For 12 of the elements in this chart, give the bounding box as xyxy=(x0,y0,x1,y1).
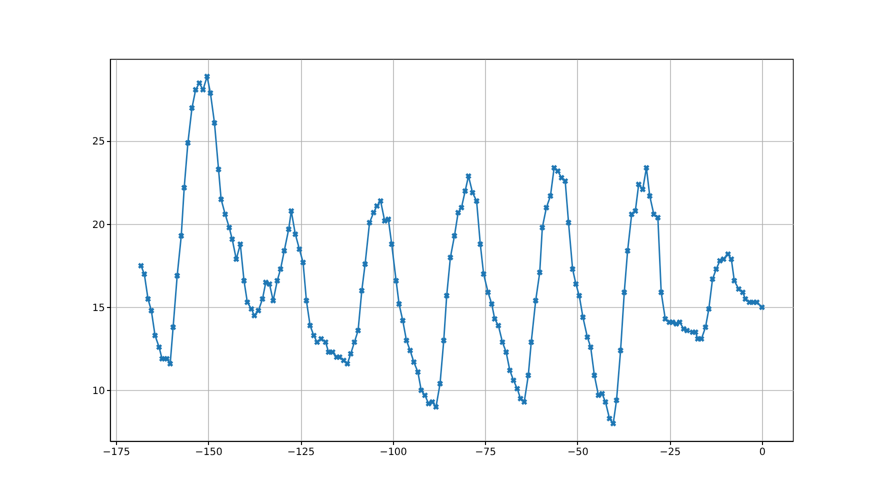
y-tick-label: 25 xyxy=(92,136,105,148)
x-tick-label: −50 xyxy=(567,447,588,458)
x-tick-label: −25 xyxy=(660,447,681,458)
x-tick-label: −175 xyxy=(102,447,130,458)
x-tick-label: −100 xyxy=(380,447,408,458)
y-tick-label: 15 xyxy=(92,302,105,314)
y-tick-label: 10 xyxy=(92,386,105,397)
x-tick-label: −150 xyxy=(194,447,222,458)
y-tick-label: 20 xyxy=(92,220,105,231)
x-tick-label: −75 xyxy=(475,447,496,458)
x-tick-label: 0 xyxy=(759,447,766,458)
x-tick-label: −125 xyxy=(287,447,315,458)
